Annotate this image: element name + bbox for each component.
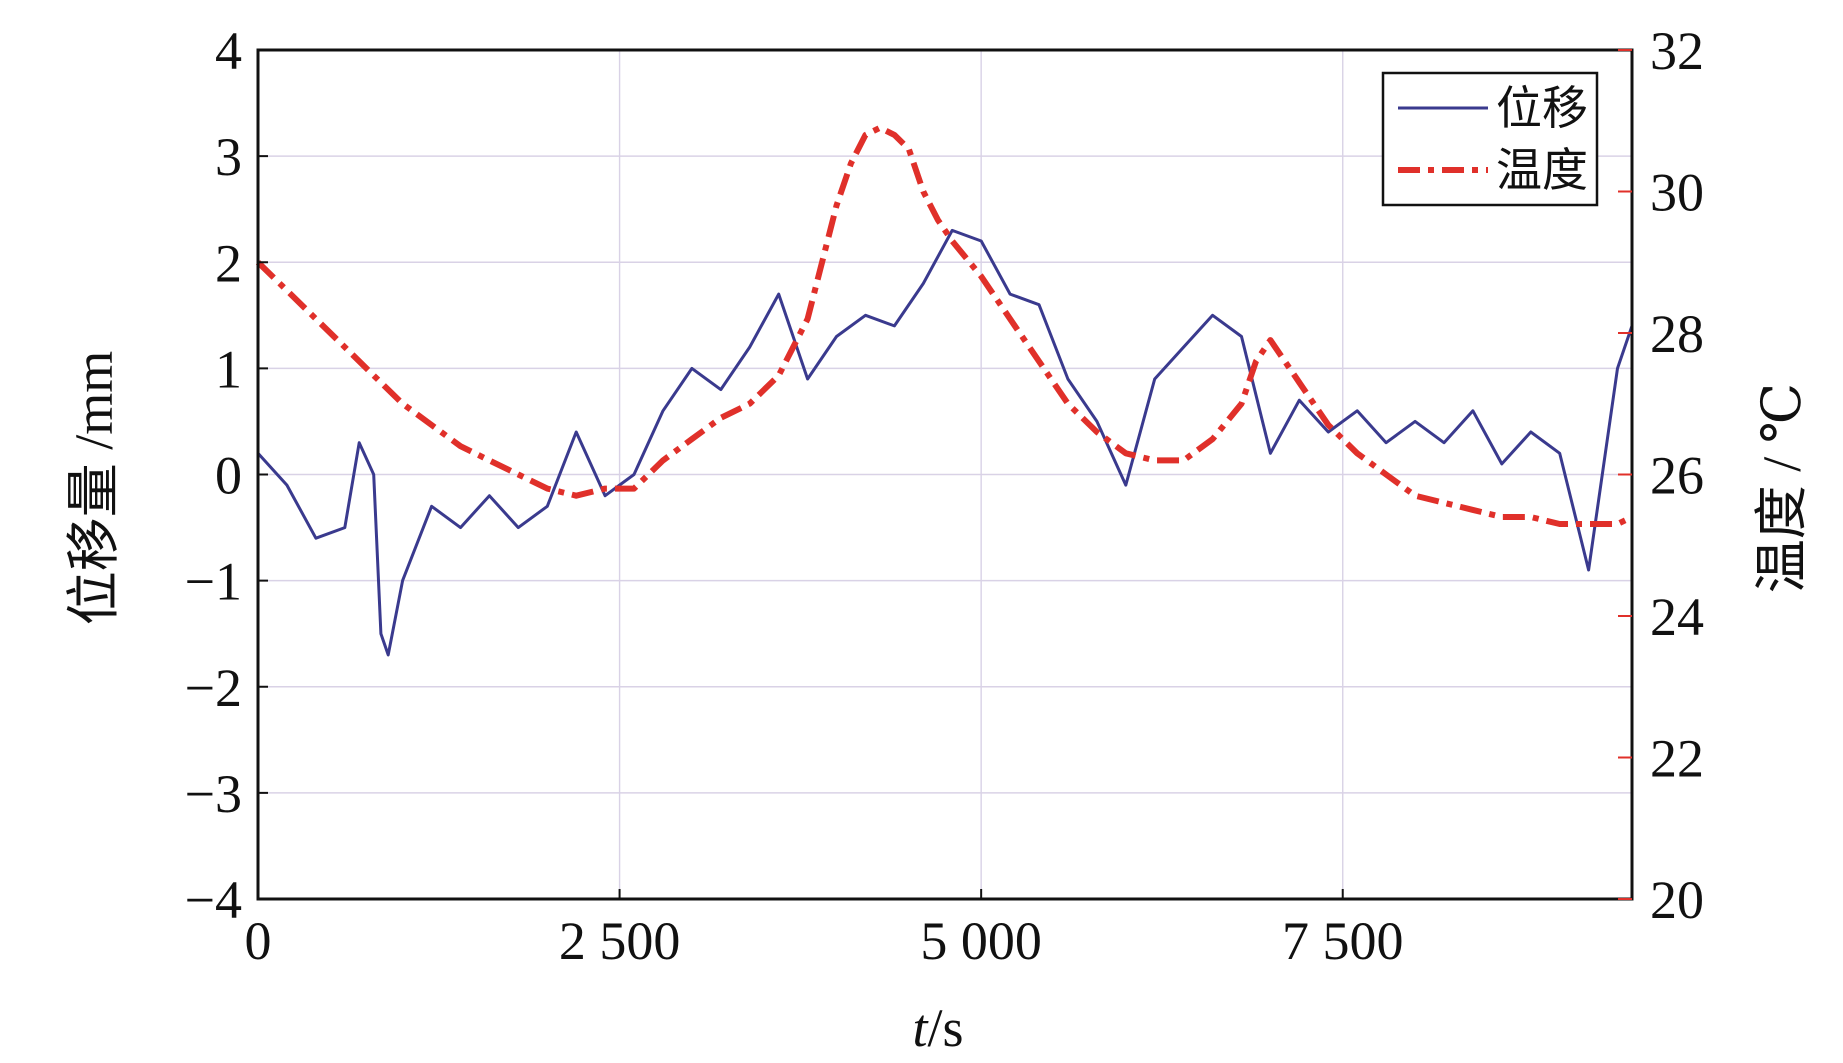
right-y-tick-label: 24 — [1650, 587, 1704, 647]
left-y-tick-label: −2 — [185, 658, 242, 718]
right-y-tick-label: 30 — [1650, 163, 1704, 223]
left-y-tick-label: 3 — [215, 127, 242, 187]
x-tick-label: 0 — [245, 911, 272, 971]
legend-label-temperature: 温度 — [1496, 145, 1588, 196]
legend-box — [1381, 71, 1599, 207]
left-y-tick-label: 0 — [215, 446, 242, 506]
x-axis-title: t/s — [912, 998, 963, 1058]
x-tick-label: 7 500 — [1282, 911, 1404, 971]
left-y-tick-label: 2 — [215, 233, 242, 293]
right-y-tick-label: 20 — [1650, 870, 1704, 930]
right-y-tick-label: 28 — [1650, 304, 1704, 364]
right-y-tick-label: 32 — [1650, 21, 1704, 81]
x-axis-title-symbol: t — [912, 998, 929, 1058]
x-tick-label: 2 500 — [559, 911, 681, 971]
axes — [256, 48, 1634, 901]
left-y-axis-title: 位移量 /mm — [64, 351, 124, 626]
right-y-tick-label: 26 — [1650, 446, 1704, 506]
left-y-tick-label: −3 — [185, 764, 242, 824]
series-line-displacement — [256, 228, 1634, 657]
right-y-axis-title: 温度 / ℃ — [1752, 383, 1812, 593]
data-series — [255, 124, 1634, 657]
right-y-tick-label: 22 — [1650, 729, 1704, 789]
x-tick-label: 5 000 — [920, 911, 1042, 971]
legend: 位移 温度 — [1381, 71, 1599, 207]
series-line-temperature — [255, 124, 1634, 527]
left-y-tick-label: −4 — [185, 870, 242, 930]
left-y-tick-label: 4 — [215, 21, 242, 81]
left-y-tick-label: 1 — [215, 339, 242, 399]
tick-labels: 0 2 500 5 000 7 500 −4 −3 −2 −1 0 1 2 3 4 20 22 24 26 28 3… — [185, 21, 1704, 971]
x-axis-title-unit: /s — [927, 998, 963, 1058]
left-y-tick-label: −1 — [185, 552, 242, 612]
legend-label-displacement: 位移 — [1496, 83, 1588, 134]
